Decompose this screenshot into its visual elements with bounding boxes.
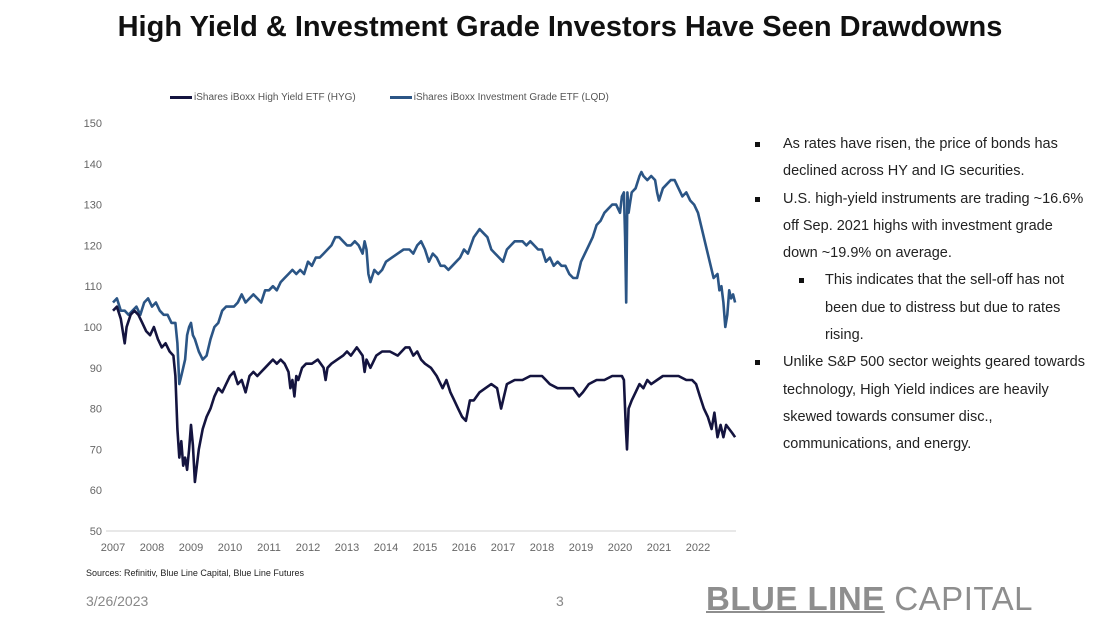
brand-bold: BLUE LINE	[706, 580, 885, 617]
legend-item-hyg: iShares iBoxx High Yield ETF (HYG)	[170, 92, 356, 103]
footer-date: 3/26/2023	[86, 593, 149, 609]
bullet-item: As rates have risen, the price of bonds …	[755, 131, 1085, 186]
x-tick-label: 2010	[218, 542, 242, 554]
x-tick-label: 2011	[257, 542, 281, 554]
legend-label-lqd: iShares iBoxx Investment Grade ETF (LQD)	[413, 92, 609, 103]
x-tick-label: 2022	[686, 542, 710, 554]
x-tick-label: 2009	[179, 542, 203, 554]
y-tick-label: 60	[90, 485, 102, 497]
legend-swatch-lqd	[389, 96, 412, 99]
x-tick-label: 2013	[335, 542, 359, 554]
chart-legend: iShares iBoxx High Yield ETF (HYG) iShar…	[170, 92, 609, 103]
x-tick-label: 2019	[569, 542, 593, 554]
x-tick-label: 2012	[296, 542, 320, 554]
brand-logo: BLUE LINE CAPITAL	[706, 580, 1033, 618]
page-number: 3	[556, 593, 564, 609]
bullet-text: U.S. high-yield instruments are trading …	[783, 190, 1084, 262]
page-title: High Yield & Investment Grade Investors …	[117, 11, 1003, 43]
x-tick-label: 2021	[647, 542, 671, 554]
y-tick-label: 100	[84, 322, 102, 334]
bullet-item: Unlike S&P 500 sector weights geared tow…	[755, 349, 1085, 458]
bullet-text: As rates have risen, the price of bonds …	[783, 136, 1058, 180]
bullet-marker	[755, 360, 760, 366]
y-tick-label: 110	[84, 281, 102, 293]
y-tick-label: 150	[84, 118, 102, 130]
x-tick-label: 2015	[413, 542, 437, 554]
y-tick-label: 70	[90, 444, 102, 456]
bullet-text: This indicates that the sell-off has not…	[825, 272, 1065, 344]
bullet-marker	[755, 142, 760, 147]
y-tick-label: 130	[84, 200, 102, 212]
x-tick-label: 2020	[608, 542, 632, 554]
bullet-marker	[755, 196, 760, 202]
bullet-item: U.S. high-yield instruments are trading …	[755, 186, 1085, 268]
bullet-marker	[799, 278, 804, 284]
y-tick-label: 140	[84, 159, 102, 171]
bullet-list: As rates have risen, the price of bonds …	[755, 131, 1085, 459]
sub-bullet-item: This indicates that the sell-off has not…	[755, 267, 1085, 349]
x-tick-label: 2014	[374, 542, 398, 554]
legend-swatch-hyg	[170, 96, 192, 99]
legend-label-hyg: iShares iBoxx High Yield ETF (HYG)	[194, 92, 356, 103]
brand-light: CAPITAL	[894, 580, 1033, 617]
sources-note: Sources: Refinitiv, Blue Line Capital, B…	[86, 568, 304, 578]
x-tick-label: 2016	[452, 542, 476, 554]
series-line-lqd	[112, 170, 737, 386]
y-tick-label: 80	[90, 404, 102, 416]
x-tick-label: 2007	[101, 542, 125, 554]
x-tick-label: 2008	[140, 542, 164, 554]
y-tick-label: 120	[84, 240, 102, 252]
bullet-text: Unlike S&P 500 sector weights geared tow…	[783, 354, 1085, 453]
series-line-hyg	[112, 305, 737, 484]
legend-item-lqd: iShares iBoxx Investment Grade ETF (LQD)	[389, 92, 609, 103]
y-tick-label: 50	[90, 526, 102, 538]
y-tick-label: 90	[90, 363, 102, 375]
x-tick-label: 2018	[530, 542, 554, 554]
x-tick-label: 2017	[491, 542, 515, 554]
